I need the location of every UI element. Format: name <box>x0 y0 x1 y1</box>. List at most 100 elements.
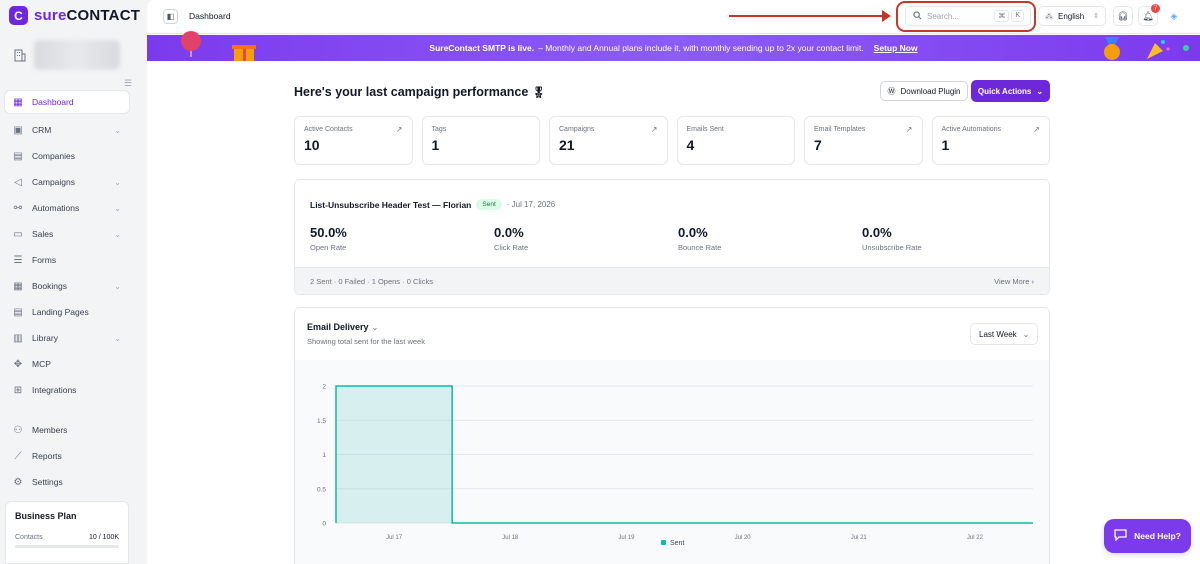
campaign-date: · Jul 17, 2026 <box>506 200 556 209</box>
sidebar-item-label: Members <box>32 425 68 435</box>
need-help-button[interactable]: Need Help? <box>1104 519 1191 553</box>
chevron-updown-icon: ⇕ <box>1093 13 1099 20</box>
arrow-up-right-icon: ↗ <box>1033 125 1040 134</box>
delivery-chart: 0 0.5 1 1.5 2 Jul 17 Jul 18 Jul 19 Jul 20 Jul 21 J… <box>295 360 1049 564</box>
arrow-up-right-icon: ↗ <box>650 125 658 134</box>
stat-label: Active Contacts <box>304 126 353 133</box>
sidebar-item-landing-pages[interactable]: ▤ Landing Pages <box>5 299 129 325</box>
chevron-down-icon: ⌄ <box>114 203 121 213</box>
megaphone-icon: ◁ <box>14 176 22 188</box>
sidebar-item-campaigns[interactable]: ◁ Campaigns ⌄ <box>5 169 129 195</box>
plan-title: Business Plan <box>15 511 77 521</box>
range-value: Last Week <box>979 329 1017 339</box>
logo-sure: sure <box>34 7 67 24</box>
sidebar-item-reports[interactable]: ⟋ Reports <box>5 443 129 469</box>
setup-now-link[interactable]: Setup Now <box>873 43 918 53</box>
stat-card-tags[interactable]: Tags 1 <box>421 116 540 165</box>
plan-contacts-label: Contacts <box>15 534 43 541</box>
sidebar-collapse-icon[interactable]: ☰ <box>124 78 133 88</box>
language-select[interactable]: ⁂ English ⇕ <box>1038 6 1106 26</box>
sidebar-item-label: Campaigns <box>32 177 75 187</box>
x-tick-label: Jul 22 <box>967 535 984 541</box>
support-icon[interactable]: 🎧︎ <box>1113 6 1133 26</box>
sidebar: C sureCONTACT ☰ ▦ Dashboard ▣ CRM ⌄ ▤ Compan… <box>0 0 140 564</box>
stat-card-active-automations[interactable]: Active Automations 1 ↗ <box>931 116 1050 165</box>
metric-unsubscribe-rate: 0.0% Unsubscribe Rate <box>862 225 1046 252</box>
annotation-arrow <box>729 10 891 22</box>
trophy-icon: 🎖︎ <box>531 87 546 99</box>
sidebar-item-library[interactable]: ▥ Library ⌄ <box>5 325 129 351</box>
legend-swatch <box>661 540 666 545</box>
logo[interactable]: C sureCONTACT <box>9 6 140 25</box>
chevron-down-icon: ⌄ <box>114 177 121 187</box>
range-select[interactable]: Last Week ⌄ <box>970 323 1038 345</box>
sidebar-item-label: Library <box>32 333 58 343</box>
page-title: Dashboard <box>189 11 231 21</box>
language-value: English <box>1058 11 1085 21</box>
plan-card: Business Plan Contacts 10 / 100K <box>5 501 129 564</box>
chevron-down-icon: ⌄ <box>1036 86 1044 96</box>
campaign-title[interactable]: List-Unsubscribe Header Test — Florian <box>310 199 472 210</box>
sidebar-item-members[interactable]: ⚇ Members <box>5 417 129 443</box>
layout-icon: ▤ <box>13 306 23 318</box>
confetti-icon <box>1183 45 1189 51</box>
metric-value: 0.0% <box>494 225 524 240</box>
stat-card-email-templates[interactable]: Email Templates 7 ↗ <box>804 116 923 165</box>
page-heading: Here's your last campaign performance 🎖︎ <box>294 85 546 99</box>
sidebar-item-companies[interactable]: ▤ Companies <box>5 143 129 169</box>
download-plugin-button[interactable]: Ⓦ Download Plugin <box>880 81 968 101</box>
notification-badge: 7 <box>1151 4 1160 13</box>
delivery-title[interactable]: Email Delivery ⌄ <box>307 322 379 332</box>
chart-icon: ⟋ <box>14 450 22 462</box>
sidebar-item-bookings[interactable]: ▦ Bookings ⌄ <box>5 273 129 299</box>
stat-label: Email Templates <box>814 126 866 133</box>
chevron-down-icon: ⌄ <box>114 333 121 343</box>
search-input[interactable]: Search... ⌘ K <box>905 6 1031 26</box>
campaign-card: List-Unsubscribe Header Test — Florian S… <box>294 179 1050 295</box>
balloon-icon <box>181 31 201 57</box>
metric-label: Click Rate <box>494 243 529 252</box>
annotation-highlight <box>896 1 1036 32</box>
sidebar-item-integrations[interactable]: ⊞ Integrations <box>5 377 129 403</box>
sidebar-item-mcp[interactable]: ✥ MCP <box>5 351 129 377</box>
stat-card-emails-sent[interactable]: Emails Sent 4 <box>676 116 795 165</box>
campaign-metrics: 50.0% Open Rate 0.0% Click Rate 0.0% Bounce… <box>310 225 1049 252</box>
metric-label: Unsubscribe Rate <box>862 243 922 252</box>
bell-icon[interactable]: 🔔︎ 7 <box>1138 4 1160 26</box>
stat-value: 21 <box>559 137 575 153</box>
account-switcher[interactable] <box>14 40 120 70</box>
stat-card-active-contacts[interactable]: Active Contacts 10 ↗ <box>294 116 413 165</box>
y-tick-label: 1 <box>322 452 326 459</box>
x-tick-label: Jul 21 <box>851 535 868 541</box>
stat-card-campaigns[interactable]: Campaigns 21 ↗ <box>549 116 668 165</box>
view-more-link[interactable]: View More › <box>994 277 1034 286</box>
quick-actions-label: Quick Actions <box>977 86 1032 96</box>
banner-text: – Monthly and Annual plans include it, w… <box>538 43 864 53</box>
translate-icon: ⁂ <box>1045 11 1053 21</box>
sidebar-item-settings[interactable]: ⚙ Settings <box>5 469 129 495</box>
sidebar-toggle-icon[interactable]: ◧ <box>163 9 178 24</box>
sidebar-item-dashboard[interactable]: ▦ Dashboard <box>5 91 129 113</box>
chevron-down-icon: ⌄ <box>114 281 121 291</box>
sidebar-item-crm[interactable]: ▣ CRM ⌄ <box>5 117 129 143</box>
sidebar-item-automations[interactable]: ⚯ Automations ⌄ <box>5 195 129 221</box>
kbd-key: K <box>1011 10 1024 22</box>
briefcase-icon: ▭ <box>13 228 23 240</box>
stat-label: Campaigns <box>559 126 595 133</box>
sidebar-item-label: Forms <box>32 255 57 265</box>
logo-contact: CONTACT <box>66 7 141 24</box>
metric-label: Open Rate <box>310 243 347 252</box>
sidebar-item-forms[interactable]: ☰ Forms <box>5 247 129 273</box>
x-tick-label: Jul 19 <box>618 535 635 541</box>
status-badge: Sent <box>476 199 502 210</box>
quick-actions-button[interactable]: Quick Actions ⌄ <box>971 80 1050 102</box>
bolt-icon[interactable]: ◈ <box>1170 10 1178 21</box>
x-tick-label: Jul 18 <box>502 535 519 541</box>
metric-click-rate: 0.0% Click Rate <box>494 225 678 252</box>
grid-icon: ▦ <box>13 96 23 108</box>
contact-card-icon: ▣ <box>13 124 23 136</box>
building-icon: ▤ <box>13 150 23 162</box>
sidebar-item-label: MCP <box>32 359 51 369</box>
announcement-banner: SureContact SMTP is live. – Monthly and … <box>147 31 1200 61</box>
sidebar-item-sales[interactable]: ▭ Sales ⌄ <box>5 221 129 247</box>
